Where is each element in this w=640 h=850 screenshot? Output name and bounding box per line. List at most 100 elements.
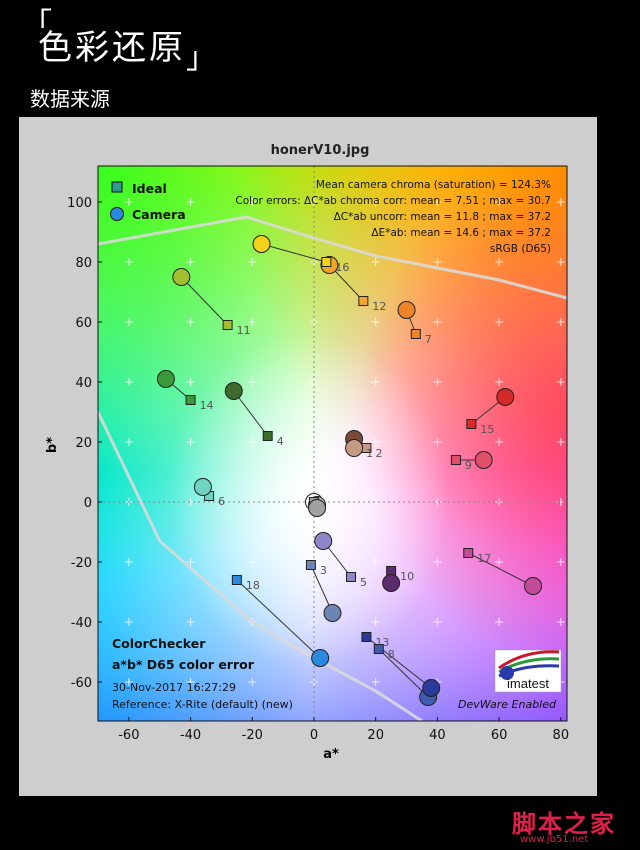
- watermark-url: www.jb51.net: [520, 834, 589, 845]
- chart-title: honerV10.jpg: [270, 143, 370, 158]
- grid-cross: [186, 198, 195, 206]
- error-line-18: [236, 579, 321, 659]
- y-tick-label: 40: [75, 376, 92, 391]
- grid-cross: [248, 678, 257, 686]
- ideal-marker-9: [450, 455, 461, 465]
- patch-label-5: 5: [360, 576, 367, 589]
- y-axis-label: b*: [45, 437, 60, 453]
- camera-marker-7: [397, 301, 416, 319]
- grid-cross: [124, 198, 133, 206]
- annotation-subtitle: a*b* D65 color error: [112, 657, 255, 672]
- grid-cross: [556, 378, 565, 386]
- watermark-brand: 脚本之家: [512, 810, 616, 838]
- grid-cross: [495, 618, 504, 626]
- grid-cross: [248, 558, 257, 566]
- error-line-4: [233, 390, 269, 437]
- camera-marker-5: [314, 532, 333, 550]
- info-line-colorspace: sRGB (D65): [490, 243, 551, 255]
- y-tick-label: 100: [67, 196, 92, 211]
- grid-cross: [495, 558, 504, 566]
- camera-marker-2: [345, 439, 364, 457]
- patch-label-17: 17: [477, 552, 491, 565]
- y-tick-label: -20: [71, 556, 92, 571]
- grid-cross: [433, 618, 442, 626]
- y-tick-label: 80: [75, 256, 92, 271]
- gamut-top-curve: [97, 215, 568, 300]
- patch-label-16: 16: [335, 261, 349, 274]
- x-tick-label: -60: [118, 728, 139, 743]
- grid-cross: [433, 438, 442, 446]
- grid-cross: [495, 198, 504, 206]
- ideal-marker-8: [373, 644, 384, 654]
- plot-frame: [97, 165, 568, 722]
- grid-cross: [433, 558, 442, 566]
- camera-marker-16: [252, 235, 271, 253]
- legend-ideal-label: Ideal: [132, 181, 167, 196]
- annotation-credit: DevWare Enabled: [458, 698, 557, 711]
- grid-cross: [371, 378, 380, 386]
- ideal-marker-12: [358, 296, 369, 306]
- x-tick-label: 40: [429, 728, 446, 743]
- ideal-marker-14: [185, 395, 196, 405]
- right-bracket: 」: [186, 41, 216, 76]
- y-tick-label: 20: [75, 436, 92, 451]
- patch-label-9: 9: [465, 459, 472, 472]
- legend-ideal-marker: [111, 181, 123, 193]
- ideal-marker-4: [262, 431, 273, 441]
- annotation-colorchecker: ColorChecker: [112, 636, 206, 651]
- grid-cross: [495, 438, 504, 446]
- grid-cross: [186, 618, 195, 626]
- grid-cross: [186, 258, 195, 266]
- ideal-marker-16: [321, 257, 332, 267]
- ideal-marker-7: [410, 329, 421, 339]
- grid-cross: [186, 378, 195, 386]
- logo-text: imatest: [507, 676, 549, 691]
- page-subtitle: 数据来源: [30, 87, 110, 111]
- patch-label-1: 1: [366, 447, 373, 460]
- grid-cross: [186, 678, 195, 686]
- annotation-date: 30-Nov-2017 16:27:29: [112, 681, 236, 694]
- grid-cross: [124, 318, 133, 326]
- y-tick-label: 0: [84, 496, 92, 511]
- info-line-chroma: Mean camera chroma (saturation) = 124.3%: [316, 179, 551, 191]
- gamut-lines: [96, 215, 568, 723]
- grid-cross: [371, 438, 380, 446]
- grid-cross: [556, 318, 565, 326]
- grid-cross: [248, 438, 257, 446]
- y-tick-label: -40: [71, 616, 92, 631]
- plot-background: [98, 166, 567, 721]
- grid-cross: [186, 438, 195, 446]
- page-title: 色彩还原: [38, 28, 186, 68]
- legend-camera-label: Camera: [132, 207, 186, 222]
- grid-cross: [248, 198, 257, 206]
- grid-cross: [248, 318, 257, 326]
- patch-label-3: 3: [320, 564, 327, 577]
- info-line-chroma-corr: Color errors: ΔC*ab chroma corr: mean = …: [235, 195, 551, 207]
- y-tick-label: -60: [71, 676, 92, 691]
- grid-cross: [371, 258, 380, 266]
- error-line-16: [261, 243, 327, 263]
- grid-cross: [433, 378, 442, 386]
- grid-cross: [371, 618, 380, 626]
- camera-marker-9: [474, 451, 493, 469]
- grid-cross: [371, 678, 380, 686]
- grid-cross: [248, 258, 257, 266]
- patch-label-15: 15: [480, 423, 494, 436]
- patch-label-7: 7: [425, 333, 432, 346]
- grid-cross: [186, 558, 195, 566]
- grid-cross: [556, 558, 565, 566]
- ideal-marker-11: [222, 320, 233, 330]
- annotation-reference: Reference: X-Rite (default) (new): [112, 698, 293, 711]
- camera-marker-13: [422, 679, 441, 697]
- ideal-marker-5: [346, 572, 357, 582]
- grid-cross: [124, 558, 133, 566]
- info-block: Mean camera chroma (saturation) = 124.3%…: [235, 179, 551, 255]
- x-tick-label: 60: [491, 728, 508, 743]
- grid-cross: [371, 198, 380, 206]
- x-tick-label: -20: [242, 728, 263, 743]
- axes: -60 -40 -20 0 20 40 60 80 -60 -40 -20 0 20 40 60 80 100: [67, 165, 569, 743]
- ideal-marker-18: [231, 575, 242, 585]
- ideal-marker-13: [361, 632, 372, 642]
- camera-marker-3: [323, 604, 342, 622]
